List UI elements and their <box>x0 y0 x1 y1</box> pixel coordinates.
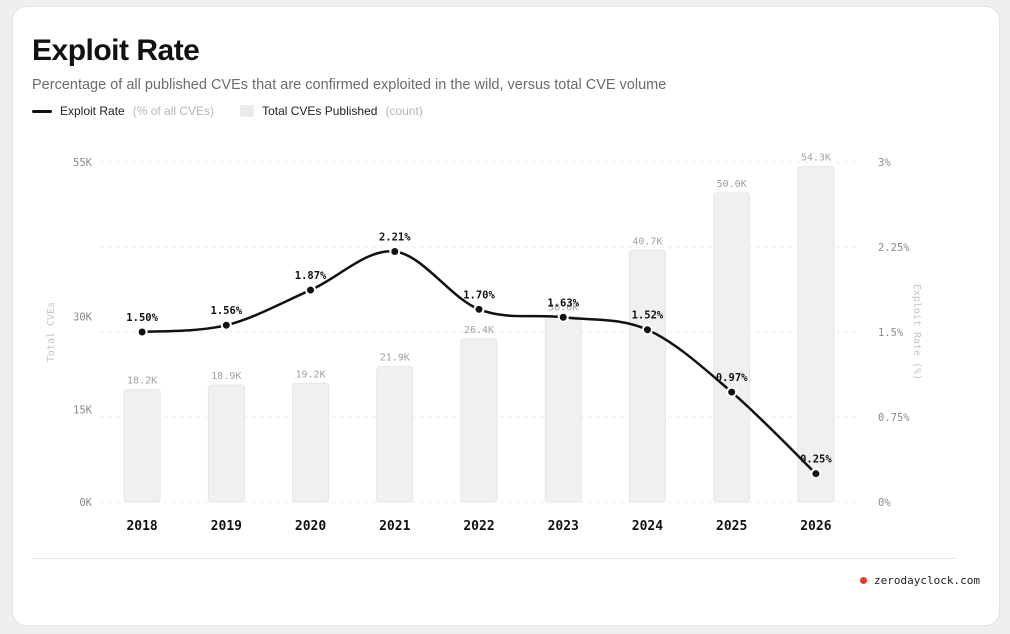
y-right-tick-label: 0.75% <box>878 412 910 424</box>
bar <box>376 366 414 503</box>
bar <box>544 316 582 503</box>
x-tick-label: 2025 <box>716 519 747 534</box>
x-tick-label: 2020 <box>295 519 326 534</box>
line-point <box>557 311 569 323</box>
footer-source[interactable]: zerodayclock.com <box>860 574 980 587</box>
line-point <box>726 386 738 398</box>
bar <box>713 192 751 503</box>
line-layer: 1.50% 1.56% 1.87% 2.21% 1.70% 1.63% 1.52% 0.97%… <box>126 232 832 480</box>
bar-value-label: 30.0K <box>548 303 578 314</box>
line-value-label: 1.52% <box>632 310 664 322</box>
bar-value-label: 40.7K <box>632 236 662 247</box>
footer-divider <box>32 558 956 559</box>
line-value-label: 1.56% <box>211 305 243 317</box>
source-link[interactable]: zerodayclock.com <box>874 574 980 587</box>
bar <box>628 249 666 503</box>
line-value-label: 1.87% <box>295 270 327 282</box>
bar <box>460 338 498 503</box>
x-tick-label: 2019 <box>211 519 242 534</box>
y-right-tick-label: 3% <box>878 157 891 169</box>
bar-layer: 18.2K 18.9K 19.2K 21.9K 26.4K 30.0K 40.7K 50.0K… <box>123 152 835 503</box>
legend-line-swatch <box>32 109 52 113</box>
line-value-label: 0.97% <box>716 372 748 384</box>
bar <box>797 165 835 503</box>
line-point <box>220 319 232 331</box>
axis-layer: 0K 15K 30K 55K 0% 0.75% 1.5% 2.25% 3% Total CVEs E… <box>46 157 922 534</box>
bar <box>123 388 161 503</box>
page-subtitle: Percentage of all published CVEs that ar… <box>32 77 667 93</box>
bar-value-label: 19.2K <box>296 369 326 380</box>
line-value-label: 1.70% <box>463 289 495 301</box>
line-point <box>389 246 401 258</box>
legend-line-unit: (% of all CVEs) <box>132 104 215 118</box>
x-tick-label: 2021 <box>379 519 410 534</box>
x-tick-label: 2024 <box>632 519 663 534</box>
line-point <box>473 303 485 315</box>
y-right-tick-label: 1.5% <box>878 327 904 339</box>
y-right-tick-label: 2.25% <box>878 242 910 254</box>
y-left-tick-label: 0K <box>79 497 92 509</box>
page-title: Exploit Rate <box>32 34 200 67</box>
legend-bar-swatch <box>240 105 255 117</box>
line-point <box>810 468 822 480</box>
line-point <box>136 326 148 338</box>
status-dot-icon <box>860 577 868 584</box>
x-tick-label: 2018 <box>126 519 157 534</box>
y-left-axis-title: Total CVEs <box>46 302 57 362</box>
y-right-axis-title: Exploit Rate (%) <box>911 284 922 380</box>
line-value-label: 0.25% <box>800 454 832 466</box>
y-left-tick-label: 30K <box>73 312 93 324</box>
bar <box>207 384 245 503</box>
x-tick-label: 2023 <box>548 519 579 534</box>
line-value-label: 2.21% <box>379 232 411 244</box>
y-left-tick-label: 15K <box>73 404 93 416</box>
line-value-label: 1.63% <box>547 297 579 309</box>
bar <box>292 382 330 503</box>
line-point <box>641 324 653 336</box>
bar-value-label: 18.9K <box>211 371 241 382</box>
x-tick-label: 2022 <box>463 519 494 534</box>
y-right-tick-label: 0% <box>878 497 891 509</box>
bar-value-label: 54.3K <box>801 152 831 163</box>
x-tick-label: 2026 <box>800 519 831 534</box>
bar-value-label: 18.2K <box>127 375 157 386</box>
legend-bar-label: Total CVEs Published <box>262 104 378 118</box>
bar-value-label: 50.0K <box>717 179 747 190</box>
legend: Exploit Rate (% of all CVEs) Total CVEs … <box>32 104 423 118</box>
legend-bar-unit: (count) <box>385 104 423 118</box>
legend-line-label: Exploit Rate <box>60 104 125 118</box>
line-point <box>305 284 317 296</box>
bar-value-label: 26.4K <box>464 325 494 336</box>
bar-value-label: 21.9K <box>380 353 410 364</box>
y-left-tick-label: 55K <box>73 157 93 169</box>
line-value-label: 1.50% <box>126 312 158 324</box>
